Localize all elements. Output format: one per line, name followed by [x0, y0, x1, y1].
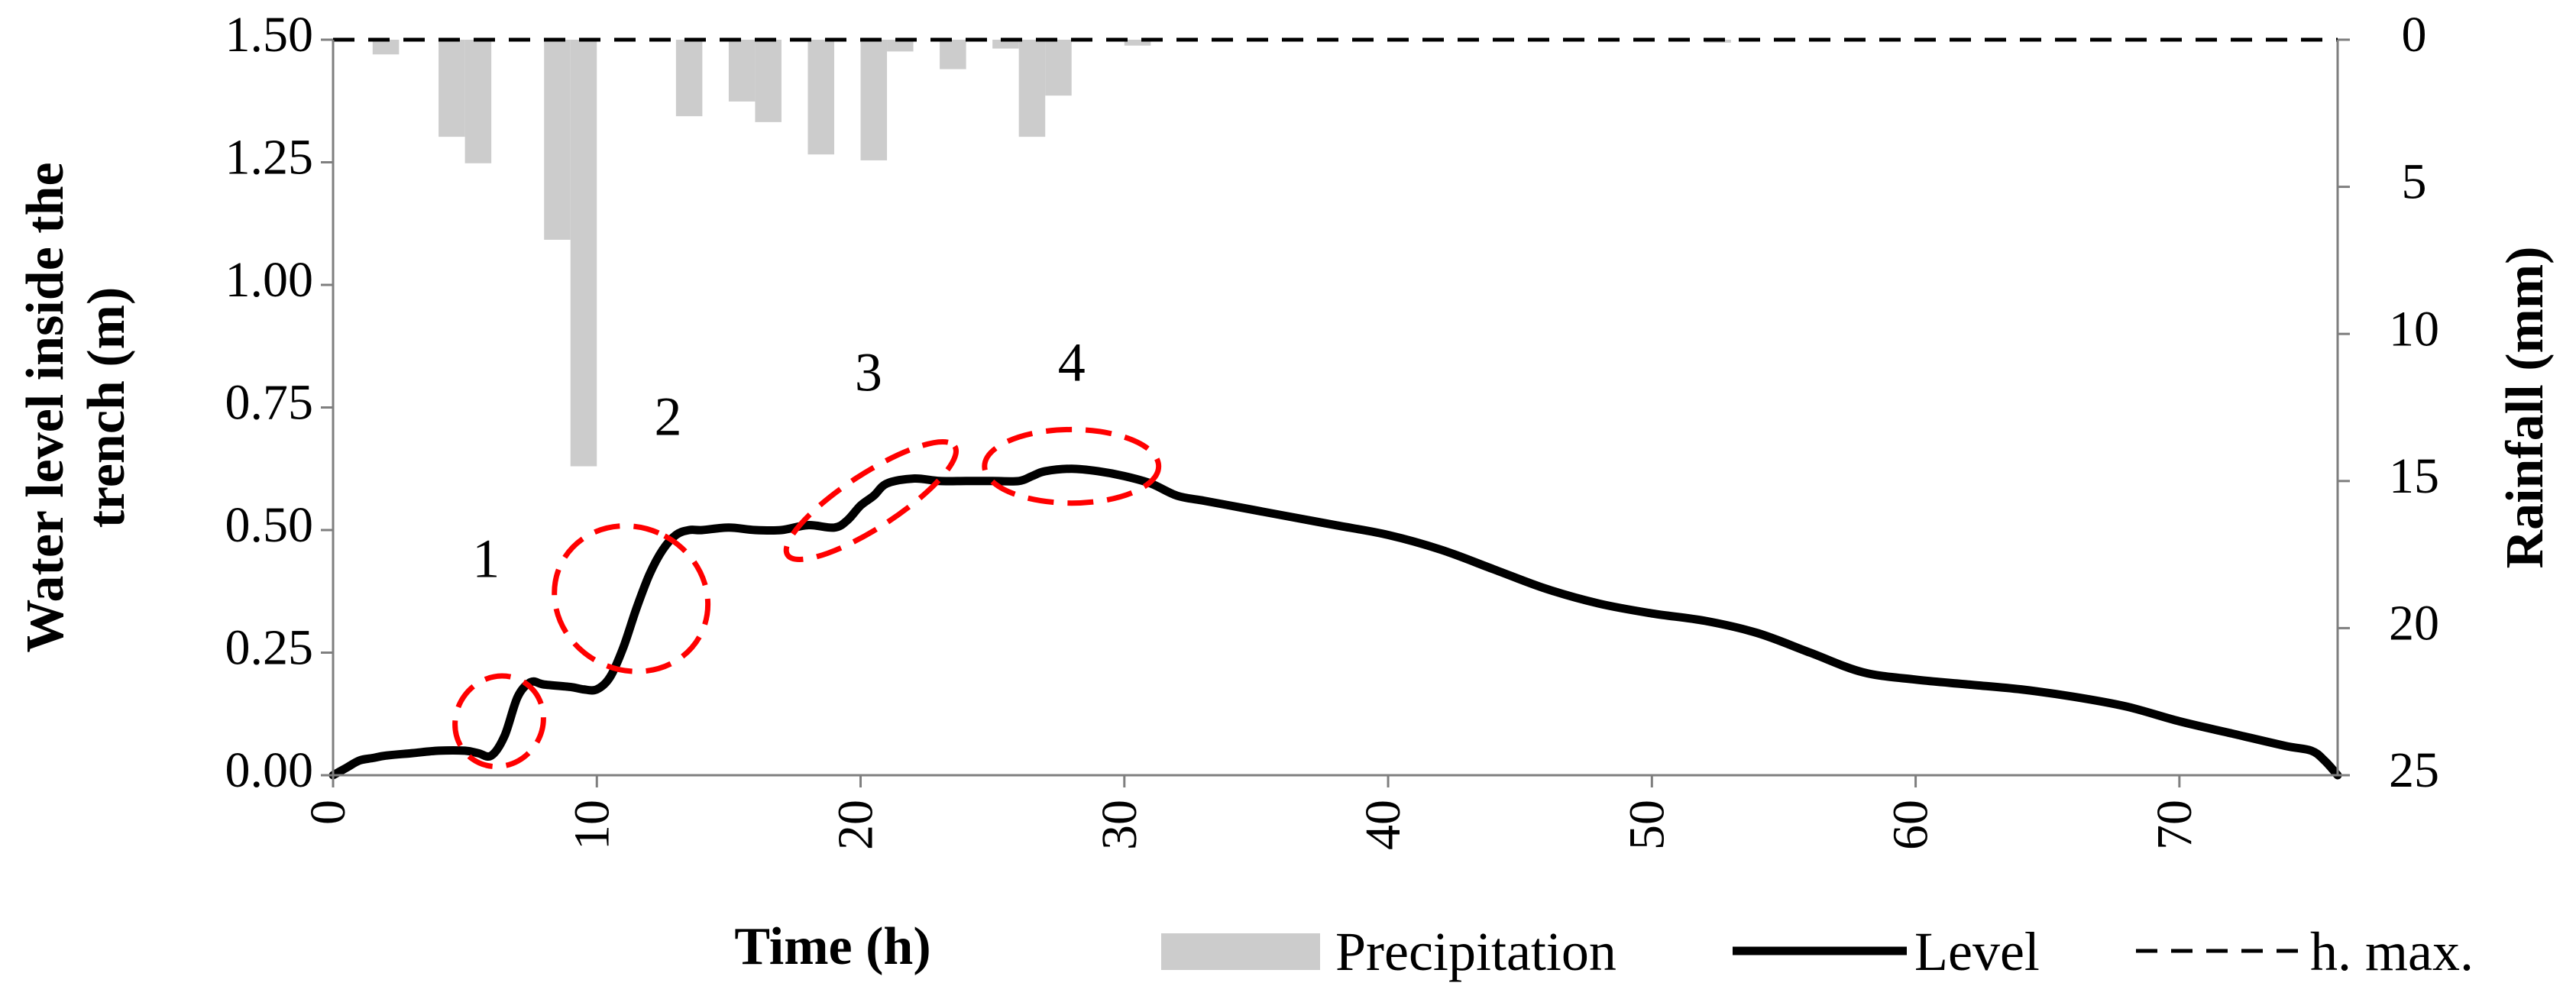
precipitation-bar — [860, 40, 888, 160]
y2-tick-label: 20 — [2389, 596, 2439, 651]
annotation-label: 4 — [1058, 332, 1086, 393]
precipitation-bar — [544, 40, 571, 240]
precipitation-bar — [464, 40, 492, 163]
x-tick-label: 0 — [300, 800, 356, 825]
precipitation-bar — [1045, 40, 1072, 96]
x-tick-label: 40 — [1355, 800, 1411, 850]
y2-tick-label: 10 — [2389, 301, 2439, 357]
y-tick-label: 0.00 — [225, 742, 314, 798]
precipitation-bar — [887, 40, 914, 52]
y2-tick-label: 5 — [2402, 154, 2427, 210]
precipitation-bar — [940, 40, 966, 70]
annotation-ellipse — [452, 673, 546, 770]
precipitation-bars — [372, 40, 1731, 467]
precipitation-bar — [807, 40, 834, 155]
legend-hmax-label: h. max. — [2310, 921, 2474, 982]
precipitation-bar — [755, 40, 782, 122]
annotation-ellipses — [452, 426, 1162, 770]
y-tick-label: 0.50 — [225, 497, 314, 553]
y-axis-title-line-2: trench (m) — [77, 287, 136, 529]
x-tick-label: 20 — [828, 800, 884, 850]
x-tick-label: 60 — [1883, 800, 1939, 850]
precipitation-bar — [675, 40, 703, 117]
x-axis-ticks: 0 10 20 30 40 50 60 70 — [300, 775, 2202, 850]
legend-level-label: Level — [1914, 921, 2040, 982]
legend-precipitation-swatch — [1161, 933, 1320, 970]
y2-axis-title: Rainfall (mm) — [2496, 247, 2555, 569]
y-tick-label: 0.75 — [225, 375, 314, 431]
x-tick-label: 50 — [1619, 800, 1675, 850]
y-tick-label: 1.25 — [225, 130, 314, 186]
y-tick-label: 0.25 — [225, 620, 314, 676]
annotation-ellipse — [982, 426, 1162, 506]
annotation-ellipse — [783, 438, 959, 562]
precipitation-bar — [728, 40, 756, 102]
precipitation-bar — [439, 40, 465, 137]
annotation-labels: 1 2 3 4 — [472, 332, 1085, 590]
x-tick-label: 70 — [2147, 800, 2202, 850]
precipitation-bar — [1018, 40, 1046, 137]
precipitation-bar — [372, 40, 400, 55]
annotation-label: 2 — [654, 386, 681, 447]
precipitation-bar — [570, 40, 597, 467]
y-axis-ticks: 0.00 0.25 0.50 0.75 1.00 1.25 1.50 — [225, 7, 333, 798]
annotation-label: 3 — [855, 341, 882, 403]
y-axis-title-line-1: Water level inside the — [16, 162, 75, 652]
y2-tick-label: 25 — [2389, 742, 2439, 798]
x-tick-label: 10 — [564, 800, 620, 850]
annotation-label: 1 — [472, 528, 500, 589]
y2-tick-label: 15 — [2389, 448, 2439, 504]
y2-axis-ticks: 0 5 10 15 20 25 — [2338, 7, 2439, 798]
precipitation-bar — [992, 40, 1019, 49]
precipitation-bar — [1124, 40, 1151, 46]
x-axis-title: Time (h) — [734, 917, 930, 976]
level-line — [328, 464, 2342, 780]
y2-tick-label: 0 — [2402, 7, 2427, 63]
y-tick-label: 1.50 — [225, 7, 314, 63]
annotation-ellipse — [552, 523, 711, 674]
legend: Precipitation Level h. max. — [1161, 921, 2474, 982]
x-tick-label: 30 — [1092, 800, 1147, 850]
legend-precipitation-label: Precipitation — [1335, 921, 1616, 982]
y-tick-label: 1.00 — [225, 252, 314, 308]
